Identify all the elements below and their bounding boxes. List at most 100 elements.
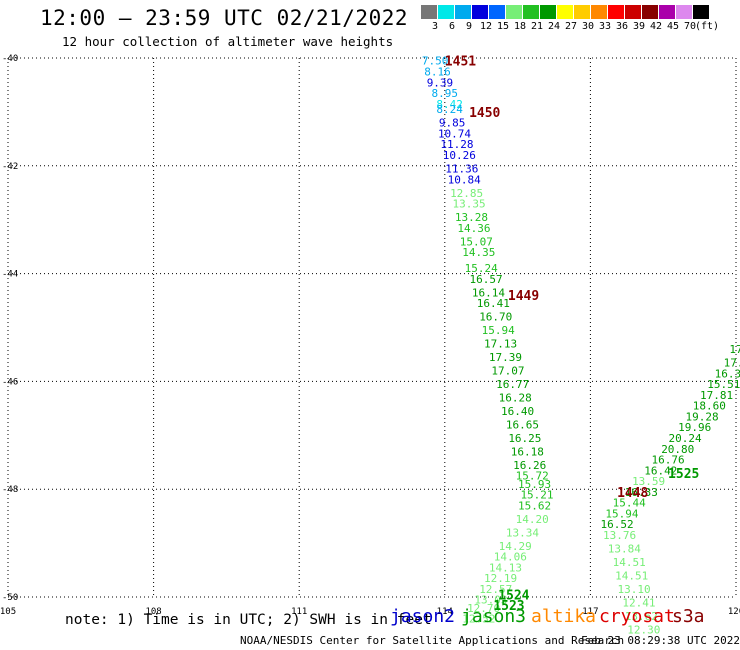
legend-box xyxy=(625,5,642,19)
legend-box xyxy=(642,5,659,19)
wave-height-label: 8.42 xyxy=(436,98,463,111)
wave-height-label: 13.76 xyxy=(603,529,636,542)
legend-box xyxy=(574,5,591,19)
wave-height-label: 13.35 xyxy=(453,198,486,211)
wave-height-label: 19.28 xyxy=(685,410,718,423)
wave-height-label: 8.24 xyxy=(436,103,463,116)
wave-height-label: 15.62 xyxy=(518,499,551,512)
wave-height-label: 11.36 xyxy=(445,162,478,175)
pass-number-label: 1524 xyxy=(498,588,529,603)
wave-height-label: 16.18 xyxy=(511,445,544,458)
wave-height-label: 16.40 xyxy=(501,405,534,418)
y-tick-label: -42 xyxy=(2,162,18,172)
legend-label: 45 xyxy=(667,21,680,32)
wave-height-label: 8.95 xyxy=(432,87,459,100)
note-text: note: 1) Time is in UTC; 2) SWH is in fe… xyxy=(65,612,432,628)
x-tick-label: 108 xyxy=(145,607,161,617)
wave-height-label: 15.24 xyxy=(465,262,498,275)
legend-box xyxy=(506,5,523,19)
legend-label: (ft) xyxy=(695,21,720,32)
legend-box xyxy=(421,5,438,19)
legend-label: 12 xyxy=(480,21,493,32)
satellite-label-cryosat: cryosat xyxy=(599,606,675,627)
legend-box xyxy=(472,5,489,19)
y-tick-label: -50 xyxy=(2,593,18,603)
wave-height-label: 10.84 xyxy=(448,173,481,186)
legend-label: 39 xyxy=(633,21,646,32)
wave-height-label: 14.20 xyxy=(516,513,549,526)
y-tick-label: -46 xyxy=(2,377,18,387)
wave-height-label: 15.94 xyxy=(605,507,638,520)
legend-label: 30 xyxy=(582,21,595,32)
legend-label: 18 xyxy=(514,21,527,32)
wave-height-label: 13.34 xyxy=(506,526,539,539)
satellite-label-s3a: s3a xyxy=(672,606,705,627)
wave-height-label: 14.29 xyxy=(499,540,532,553)
wave-height-label: 15.21 xyxy=(520,489,553,502)
legend-box xyxy=(489,5,506,19)
wave-height-label: 15.51 xyxy=(707,378,740,391)
wave-height-label: 16.76 xyxy=(651,454,684,467)
legend-box xyxy=(591,5,608,19)
wave-height-label: 16.70 xyxy=(479,311,512,324)
wave-height-label: 20.80 xyxy=(661,443,694,456)
wave-height-label: 16.14 xyxy=(472,286,505,299)
wave-height-label: 16.77 xyxy=(496,378,529,391)
generated-timestamp: Feb 23 08:29:38 UTC 2022 xyxy=(581,634,740,647)
legend-label: 36 xyxy=(616,21,629,32)
satellite-label-jason2: jason2 xyxy=(390,606,456,627)
legend-label: 9 xyxy=(466,21,473,32)
legend-label: 6 xyxy=(449,21,456,32)
y-tick-label: -44 xyxy=(2,270,18,280)
legend-box xyxy=(438,5,455,19)
wave-height-label: 10.74 xyxy=(438,127,471,140)
satellite-label-altika: altika xyxy=(531,606,597,627)
wave-height-label: 16.42 xyxy=(644,464,677,477)
wave-height-label: 17.81 xyxy=(700,389,733,402)
wave-height-label: 14.36 xyxy=(457,222,490,235)
legend-box xyxy=(693,5,710,19)
wave-height-label: 20.24 xyxy=(668,432,701,445)
chart-subtitle: 12 hour collection of altimeter wave hei… xyxy=(62,34,394,49)
chart-title: 12:00 – 23:59 UTC 02/21/2022 xyxy=(40,6,409,30)
legend-box xyxy=(540,5,557,19)
wave-height-label: 10.26 xyxy=(443,149,476,162)
x-tick-label: 114 xyxy=(437,607,453,617)
wave-height-label: 14.13 xyxy=(489,561,522,574)
y-tick-label: -40 xyxy=(2,54,18,64)
legend-label: 42 xyxy=(650,21,663,32)
wave-height-label: 12.19 xyxy=(484,572,517,585)
wave-height-label: 19.96 xyxy=(678,421,711,434)
pass-number-label: 1450 xyxy=(469,106,500,121)
legend-color-boxes xyxy=(421,5,710,19)
legend-box xyxy=(523,5,540,19)
color-legend: 3 6 9 12 15 18 21 24 27 30 33 36 39 42 45 70 (ft) xyxy=(421,5,719,32)
wave-height-label: 9.85 xyxy=(439,117,466,130)
wave-height-label: 16.57 xyxy=(469,273,502,286)
wave-height-label: 12.41 xyxy=(622,596,655,609)
legend-label: 3 xyxy=(432,21,439,32)
legend-label: 33 xyxy=(599,21,612,32)
wave-height-label: 13.28 xyxy=(455,211,488,224)
legend-box xyxy=(659,5,676,19)
wave-height-label: 16.41 xyxy=(477,297,510,310)
wave-height-label: 15.93 xyxy=(518,478,551,491)
wave-height-label: 17 xyxy=(729,343,740,356)
pass-number-label: 1523 xyxy=(493,599,524,614)
wave-height-label: 14.51 xyxy=(615,569,648,582)
y-tick-label: -48 xyxy=(2,485,18,495)
wave-height-label: 12.57 xyxy=(479,583,512,596)
wave-height-label: 13.59 xyxy=(632,475,665,488)
wave-height-label: 13.03 xyxy=(474,594,507,607)
credit-text: NOAA/NESDIS Center for Satellite Applica… xyxy=(240,634,625,647)
wave-height-label: 16.32 xyxy=(715,367,740,380)
wave-height-label: 15.94 xyxy=(482,324,515,337)
wave-height-label: 17. xyxy=(724,357,740,370)
wave-height-label: 16.25 xyxy=(508,432,541,445)
legend-label: 70 xyxy=(684,21,697,32)
legend-label: 15 xyxy=(497,21,510,32)
legend-label: 27 xyxy=(565,21,578,32)
legend-box xyxy=(557,5,574,19)
wave-height-label: 17.39 xyxy=(489,351,522,364)
pass-number-label: 1451 xyxy=(445,55,476,70)
